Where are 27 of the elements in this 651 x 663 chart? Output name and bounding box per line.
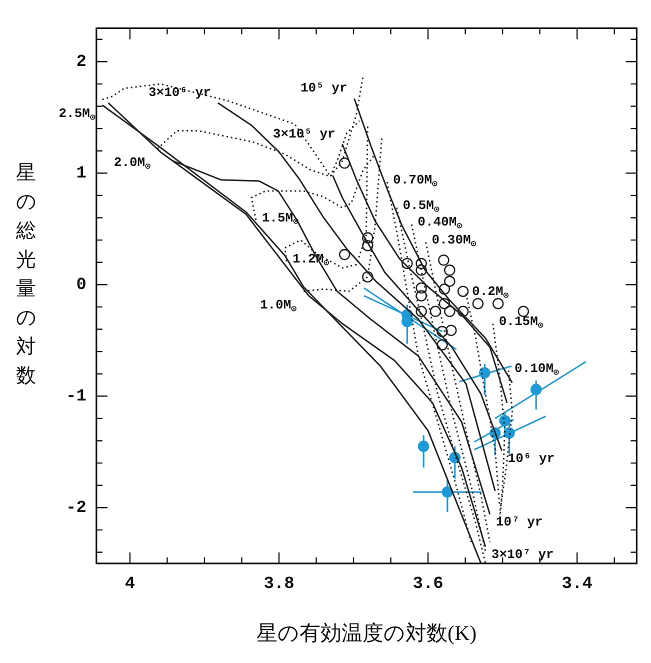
series-label: 1.0M⊙ — [260, 298, 298, 315]
series-label: 0.2M⊙ — [472, 284, 510, 301]
series-label: 3×10⁵ yr — [272, 126, 336, 142]
y-tick-label: 1 — [76, 164, 86, 184]
y-axis-title: 星の総光量の対数 — [15, 159, 37, 389]
series-label: 3×10⁶ yr — [148, 85, 211, 100]
x-tick-label: 4 — [124, 574, 136, 594]
y-tick-label: 0 — [76, 276, 86, 295]
series-label: 0.5M⊙ — [402, 198, 440, 215]
series-label: 10⁶ yr — [508, 451, 555, 466]
series-label: 10⁷ yr — [496, 514, 543, 530]
x-axis-title: 星の有効温度の対数(K) — [256, 620, 477, 645]
series-label: 0.70M⊙ — [393, 172, 438, 190]
series-label: 2.0M⊙ — [114, 154, 152, 172]
series-label: 0.30M⊙ — [432, 232, 477, 250]
series-label: 3×10⁷ yr — [491, 546, 554, 562]
series-label: 10⁵ yr — [300, 80, 348, 96]
x-tick-label: 3.6 — [412, 574, 444, 594]
series-label: 0.10M⊙ — [514, 360, 560, 378]
y-tick-label: -2 — [66, 498, 86, 518]
y-tick-label: 2 — [76, 52, 86, 72]
x-tick-label: 3.4 — [562, 574, 592, 594]
series-label: 2.5M⊙ — [58, 106, 96, 123]
series-label: 0.15M⊙ — [498, 314, 544, 331]
y-tick-label: -1 — [66, 387, 86, 406]
x-tick-label: 3.8 — [264, 574, 294, 594]
series-label: 0.40M⊙ — [418, 214, 463, 232]
